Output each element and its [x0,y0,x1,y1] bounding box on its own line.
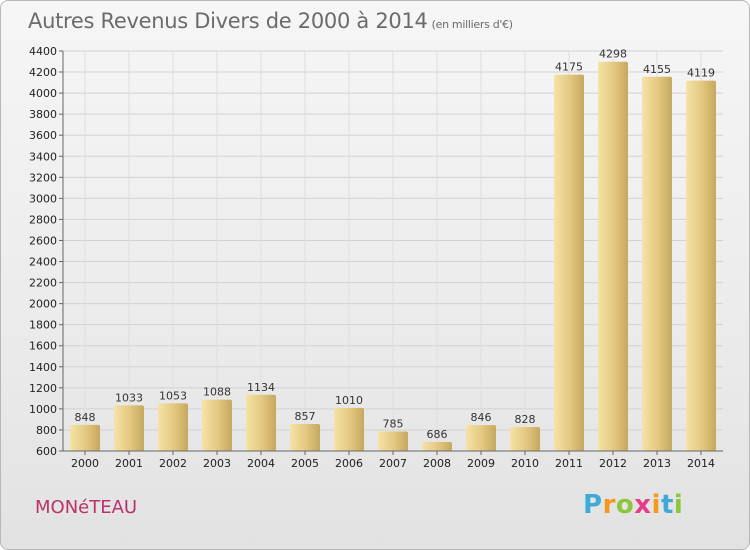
x-tick-label: 2002 [159,457,187,470]
logo-letter: r [602,490,616,520]
y-tick-label: 1800 [29,319,57,332]
x-tick-label: 2001 [115,457,143,470]
bar-value-label: 4175 [555,61,583,74]
x-tick-label: 2005 [291,457,319,470]
bar-value-label: 1033 [115,391,143,404]
proxiti-logo: Proxiti [583,490,683,520]
city-name: MONéTEAU [35,497,138,518]
bar [290,423,320,451]
chart-title-text: Autres Revenus Divers de 2000 à 2014 [28,9,428,33]
y-tick-label: 4200 [29,66,57,79]
bar [378,431,408,451]
y-tick-label: 3600 [29,129,57,142]
y-tick-label: 800 [36,424,57,437]
bar [554,74,584,452]
x-tick-label: 2006 [335,457,363,470]
chart-title: Autres Revenus Divers de 2000 à 2014 (en … [28,9,513,33]
x-tick-label: 2008 [423,457,451,470]
x-tick-label: 2003 [203,457,231,470]
bar-value-label: 1053 [159,389,187,402]
bars: 848 1033 1053 1088 1134 857 1010 785 686 846 828 41… [70,48,716,452]
x-tick-label: 2000 [71,457,99,470]
y-tick-label: 3000 [29,192,57,205]
y-tick-label: 2200 [29,277,57,290]
bar-value-label: 4155 [643,63,671,76]
y-tick-label: 3200 [29,171,57,184]
y-tick-label: 2400 [29,256,57,269]
y-tick-label: 2600 [29,234,57,247]
x-tick-label: 2010 [511,457,539,470]
y-tick-label: 2000 [29,298,57,311]
bar [686,80,716,451]
bar [158,403,188,451]
logo-letter: i [651,490,661,520]
x-tick-label: 2004 [247,457,275,470]
bar-value-label: 785 [383,418,404,431]
logo-letter: t [660,490,674,520]
bar [422,441,452,451]
bar [70,424,100,451]
bar-value-label: 846 [471,411,492,424]
chart-unit: (en milliers d'€) [431,18,513,31]
bar [642,76,672,451]
bar [114,405,144,451]
bar-value-label: 828 [515,413,536,426]
y-tick-label: 1000 [29,403,57,416]
logo-letter: x [634,490,652,520]
y-tick-label: 1400 [29,361,57,374]
y-tick-label: 1600 [29,340,57,353]
y-tick-label: 4000 [29,87,57,100]
bar-value-label: 1134 [247,381,275,394]
bar-value-label: 4119 [687,67,715,80]
bar-value-label: 4298 [599,48,627,61]
bar [510,427,540,451]
y-tick-label: 4400 [29,45,57,58]
bar [334,407,364,451]
y-tick-label: 3800 [29,108,57,121]
x-tick-label: 2012 [599,457,627,470]
logo-letter: i [673,490,684,520]
bar [598,61,628,451]
bar-value-label: 848 [75,411,96,424]
bar [202,399,232,451]
x-tick-label: 2009 [467,457,495,470]
bar [466,425,496,451]
x-tick-label: 2013 [643,457,671,470]
x-tick-label: 2007 [379,457,407,470]
axes: 600 800 1000 1200 1400 1600 1800 2000 2200 2400 26… [29,45,723,470]
x-tick-label: 2014 [687,457,715,470]
bar-value-label: 686 [427,428,448,441]
y-tick-label: 2800 [29,213,57,226]
bar-value-label: 1010 [335,394,363,407]
x-tick-label: 2011 [555,457,583,470]
y-tick-label: 1200 [29,382,57,395]
logo-letter: o [615,490,635,520]
logo-letter: P [583,490,603,520]
bar-value-label: 857 [295,410,316,423]
bar [246,394,276,451]
y-tick-label: 3400 [29,150,57,163]
bar-value-label: 1088 [203,386,231,399]
y-tick-label: 600 [36,445,57,458]
